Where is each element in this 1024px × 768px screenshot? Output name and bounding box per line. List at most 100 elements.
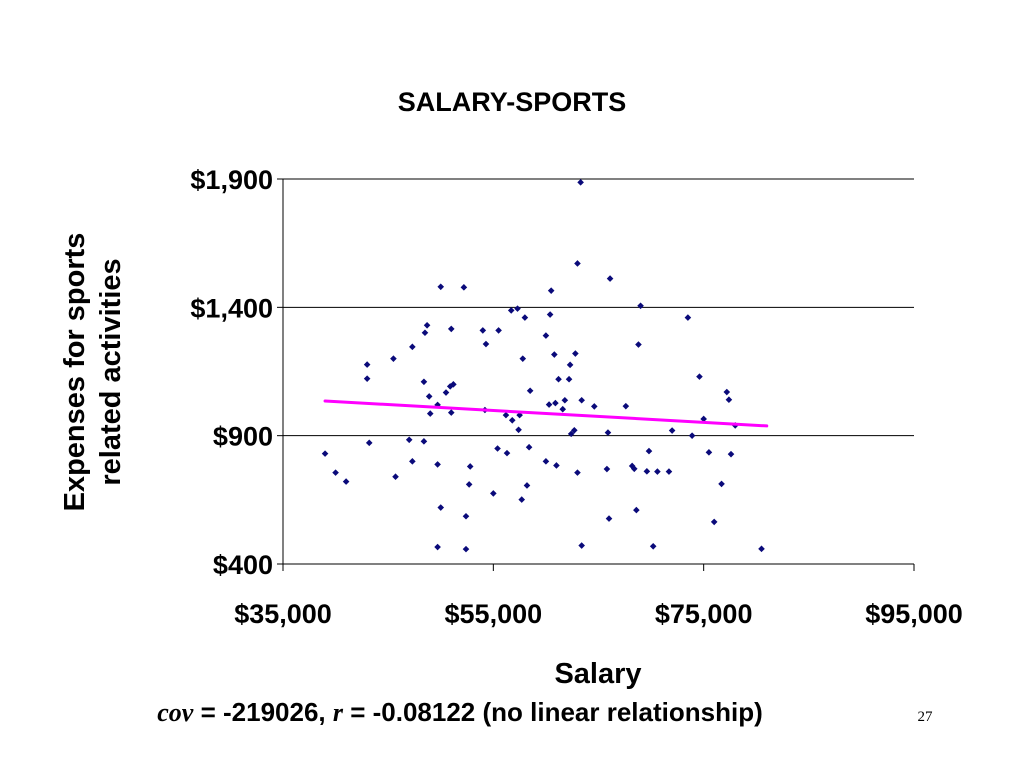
data-point-39	[503, 449, 511, 457]
data-point-88	[665, 468, 673, 475]
data-point-45	[518, 496, 526, 503]
data-point-16	[426, 410, 434, 417]
data-point-34	[482, 340, 490, 348]
data-point-0	[321, 450, 329, 457]
data-point-11	[420, 378, 428, 386]
data-point-13	[421, 329, 429, 337]
data-point-54	[546, 311, 554, 318]
data-point-89	[684, 314, 692, 321]
data-point-98	[727, 450, 735, 458]
data-point-93	[705, 449, 713, 456]
data-point-86	[654, 468, 661, 475]
data-point-100	[758, 545, 765, 553]
data-point-26	[434, 543, 441, 551]
data-point-10	[405, 436, 413, 444]
data-point-64	[567, 430, 575, 438]
data-point-14	[423, 322, 431, 329]
data-point-78	[628, 462, 636, 470]
data-point-85	[649, 542, 657, 550]
data-point-8	[409, 343, 416, 351]
data-point-67	[574, 260, 581, 267]
data-point-69	[578, 396, 585, 404]
data-point-72	[590, 403, 598, 410]
x-axis-tick-labels: $35,000 $55,000 $75,000 $95,000	[234, 599, 963, 629]
data-point-1	[332, 469, 339, 476]
data-point-23	[447, 325, 455, 333]
data-point-71	[578, 542, 585, 549]
data-point-83	[643, 468, 651, 475]
data-point-46	[519, 355, 527, 362]
data-point-75	[605, 515, 613, 522]
data-point-84	[645, 447, 653, 455]
horizontal-gridlines	[283, 178, 914, 437]
r-value: = -0.08122 (no linear relationship)	[342, 697, 763, 727]
data-point-60	[559, 405, 567, 413]
data-point-44	[516, 411, 523, 419]
data-point-52	[542, 458, 550, 465]
data-point-81	[635, 341, 642, 348]
data-point-42	[514, 305, 521, 312]
y-axis-tick-labels: $400 $900 $1,400 $1,900	[190, 165, 273, 580]
data-point-57	[552, 399, 559, 407]
y-axis-label-line-1: Expenses for sports	[59, 233, 91, 512]
chart-title: SALARY-SPORTS	[398, 87, 627, 117]
data-point-97	[725, 396, 733, 404]
data-point-19	[437, 283, 445, 291]
data-point-40	[507, 307, 515, 314]
data-point-38	[502, 411, 510, 419]
data-point-27	[460, 284, 468, 291]
y-axis-label: Expenses for sports related activities	[59, 233, 127, 512]
data-point-22	[446, 383, 454, 390]
data-point-59	[553, 462, 560, 469]
data-point-95	[718, 480, 725, 488]
cov-value: = -219026,	[193, 697, 333, 727]
data-point-21	[442, 389, 450, 396]
trendline-layer	[323, 399, 769, 428]
y-axis-label-line-2: related activities	[95, 258, 127, 485]
data-point-53	[545, 401, 553, 408]
data-point-18	[434, 461, 441, 468]
data-point-94	[710, 518, 718, 526]
data-point-15	[425, 393, 433, 400]
y-tick-label-2: $1,400	[190, 293, 273, 323]
data-point-65	[572, 350, 579, 357]
data-point-7	[392, 473, 399, 481]
data-point-20	[437, 504, 445, 511]
data-point-76	[606, 275, 614, 282]
data-point-80	[633, 506, 640, 514]
data-point-66	[571, 426, 578, 434]
data-point-62	[565, 375, 573, 383]
y-tick-label-1: $900	[213, 422, 273, 452]
data-point-31	[466, 463, 474, 470]
chart-axes	[277, 178, 915, 571]
data-point-37	[495, 327, 502, 334]
data-point-73	[603, 465, 611, 473]
data-point-3	[363, 361, 371, 368]
x-tick-label-3: $95,000	[865, 599, 963, 629]
data-point-82	[637, 302, 644, 310]
data-point-12	[420, 438, 428, 445]
data-point-47	[521, 314, 529, 321]
data-point-9	[409, 458, 416, 465]
data-point-74	[604, 429, 612, 436]
data-point-50	[526, 387, 534, 395]
data-points	[321, 179, 765, 553]
y-tick-label-3: $1,900	[190, 165, 273, 195]
data-point-25	[450, 381, 457, 388]
x-tick-label-0: $35,000	[234, 599, 332, 629]
data-point-79	[630, 465, 638, 473]
data-point-24	[447, 409, 455, 416]
data-point-61	[561, 396, 569, 404]
data-point-92	[700, 415, 707, 423]
x-axis-label: Salary	[554, 658, 641, 690]
data-point-56	[551, 351, 558, 358]
data-point-63	[566, 361, 574, 369]
x-tick-label-2: $75,000	[655, 599, 753, 629]
statistics-caption: cov = -219026, r = -0.08122 (no linear r…	[0, 697, 920, 728]
data-point-4	[363, 375, 371, 382]
data-point-28	[462, 512, 470, 520]
data-point-55	[547, 287, 555, 294]
data-point-30	[465, 481, 473, 488]
data-point-70	[577, 179, 584, 186]
page-number: 27	[917, 709, 933, 725]
